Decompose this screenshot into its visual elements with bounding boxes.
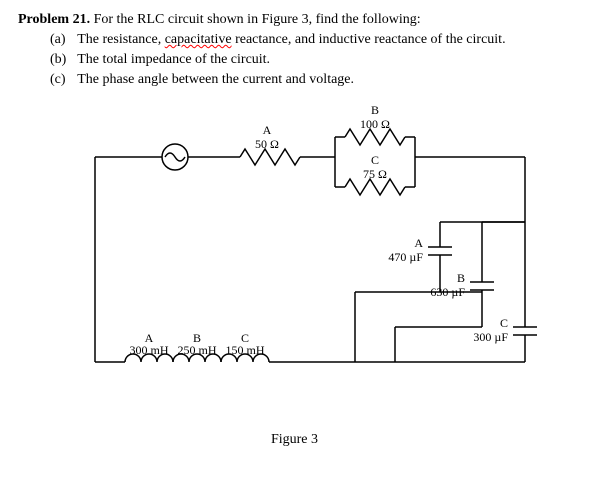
item-text-squiggle: capacitative <box>165 32 232 47</box>
problem-list: (a) The resistance, capacitative reactan… <box>50 32 571 88</box>
resistor-c-value: 75 Ω <box>363 167 387 181</box>
resistor-b-value: 100 Ω <box>360 117 390 131</box>
circuit-diagram: A 50 Ω B 100 Ω C 75 Ω A 470 µF B 630 µF … <box>45 102 545 422</box>
problem-item-a: (a) The resistance, capacitative reactan… <box>50 32 571 48</box>
item-letter: (b) <box>50 52 74 68</box>
problem-header: Problem 21. For the RLC circuit shown in… <box>18 12 571 28</box>
resistor-c-label: C <box>370 153 378 167</box>
item-letter: (a) <box>50 32 74 48</box>
problem-item-b: (b) The total impedance of the circuit. <box>50 52 571 68</box>
item-letter: (c) <box>50 72 74 88</box>
item-text: The phase angle between the current and … <box>77 72 354 87</box>
resistor-b-label: B <box>370 103 378 117</box>
resistor-a-value: 50 Ω <box>255 137 279 151</box>
ind-b-value: 250 mH <box>177 343 216 357</box>
figure-caption: Figure 3 <box>18 432 571 448</box>
ind-a-value: 300 mH <box>129 343 168 357</box>
cap-b-label: B <box>456 271 464 285</box>
figure-wrap: A 50 Ω B 100 Ω C 75 Ω A 470 µF B 630 µF … <box>18 102 571 448</box>
resistor-a-label: A <box>262 123 271 137</box>
problem-item-c: (c) The phase angle between the current … <box>50 72 571 88</box>
item-text-after: reactance, and inductive reactance of th… <box>232 32 506 47</box>
item-text: The total impedance of the circuit. <box>77 52 270 67</box>
problem-number: Problem 21. <box>18 12 90 27</box>
item-text-before: The resistance, <box>77 32 164 47</box>
cap-c-label: C <box>499 316 507 330</box>
ind-c-value: 150 mH <box>225 343 264 357</box>
cap-a-value: 470 µF <box>388 250 423 264</box>
problem-stem: For the RLC circuit shown in Figure 3, f… <box>94 12 421 27</box>
cap-a-label: A <box>414 236 423 250</box>
cap-c-value: 300 µF <box>473 330 508 344</box>
